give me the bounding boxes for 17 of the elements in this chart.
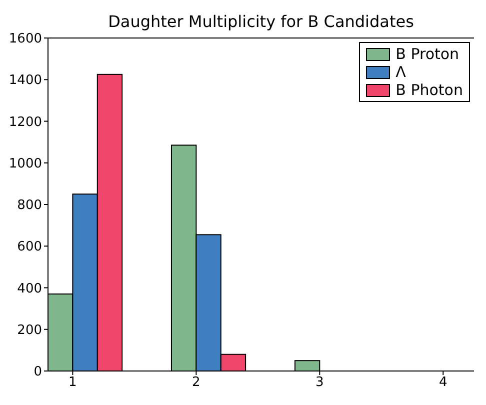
- y-tick-label: 200: [17, 322, 42, 338]
- y-tick-label: 400: [17, 281, 42, 296]
- y-tick-label: 0: [34, 364, 42, 380]
- legend-label: B Photon: [396, 81, 463, 99]
- x-tick-label: 4: [438, 375, 448, 390]
- y-tick-label: 800: [17, 198, 42, 214]
- legend-label: Λ: [396, 63, 406, 81]
- x-tick-label: 1: [68, 375, 77, 390]
- x-tick-label: 3: [316, 375, 324, 390]
- y-tick-label: 1200: [8, 114, 42, 130]
- y-tick-label: 1000: [8, 156, 42, 172]
- chart-title: Daughter Multiplicity for B Candidates: [107, 12, 415, 31]
- y-tick-label: 1400: [8, 73, 42, 88]
- y-tick-label: 1600: [8, 32, 42, 47]
- legend-label: B Proton: [396, 45, 460, 63]
- x-tick-label: 2: [192, 375, 200, 390]
- y-tick-label: 600: [17, 240, 42, 255]
